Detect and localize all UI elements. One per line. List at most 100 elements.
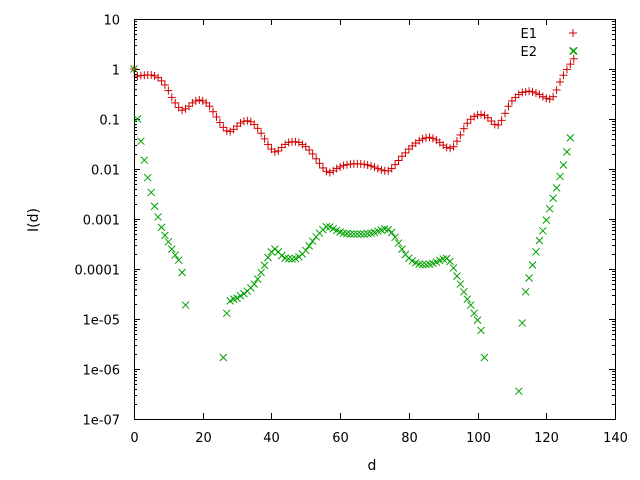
- e2-point: [157, 223, 166, 232]
- marker-stroke: [174, 256, 183, 265]
- e1-point: [212, 112, 221, 121]
- e2-point: [535, 236, 544, 245]
- e1-point: [209, 107, 218, 116]
- e2-point: [532, 248, 540, 256]
- y-tick-label: 10: [103, 14, 120, 29]
- marker-stroke: [150, 202, 159, 211]
- e2-point: [174, 256, 183, 265]
- e2-point: [147, 188, 156, 197]
- e1-point: [422, 133, 431, 142]
- e1-point: [387, 164, 396, 173]
- e1-point: [171, 98, 180, 107]
- marker-stroke: [521, 287, 530, 296]
- e2-point: [456, 280, 465, 288]
- marker-stroke: [518, 319, 527, 327]
- e1-point: [301, 142, 310, 151]
- marker-stroke: [343, 229, 351, 238]
- marker-stroke: [538, 226, 547, 235]
- e2-point: [161, 231, 169, 240]
- x-tick-label: 60: [332, 431, 349, 446]
- marker-stroke: [525, 274, 533, 282]
- e2-point: [133, 115, 142, 123]
- e1-point: [504, 102, 513, 111]
- e1-point: [191, 96, 200, 105]
- y-tick-label: 1e-07: [82, 414, 120, 429]
- e2-point: [264, 253, 272, 262]
- marker-stroke: [356, 230, 365, 238]
- e2-point: [284, 254, 293, 263]
- marker-stroke: [308, 237, 317, 246]
- legend-label-e2: E2: [521, 45, 538, 60]
- marker-stroke: [556, 172, 564, 181]
- e1-point: [274, 146, 283, 155]
- marker-stroke: [456, 280, 465, 288]
- marker-stroke: [401, 250, 410, 259]
- marker-stroke: [346, 230, 355, 238]
- marker-stroke: [167, 245, 176, 253]
- marker-stroke: [253, 275, 262, 283]
- e1-point: [150, 71, 159, 80]
- e2-point: [477, 326, 485, 335]
- e2-point: [253, 275, 262, 283]
- e2-point: [353, 230, 362, 238]
- e2-point: [150, 202, 159, 211]
- e2-point: [250, 280, 259, 288]
- marker-stroke: [322, 222, 331, 231]
- e2-point: [356, 230, 365, 238]
- e1-point: [521, 87, 530, 96]
- e2-point: [552, 183, 561, 192]
- x-tick-label: 20: [195, 431, 212, 446]
- e1-point: [229, 125, 238, 134]
- marker-stroke: [133, 115, 142, 123]
- marker-stroke: [559, 161, 568, 169]
- e2-point: [322, 222, 331, 231]
- e1-point: [401, 148, 410, 157]
- e1-point: [549, 92, 558, 101]
- e2-point: [449, 264, 458, 272]
- e1-point: [260, 134, 269, 143]
- marker-stroke: [466, 301, 475, 309]
- e2-point: [178, 268, 186, 277]
- e1-point: [157, 76, 166, 85]
- marker-stroke: [281, 254, 290, 262]
- e2-point: [514, 387, 523, 396]
- series-layer: [130, 47, 578, 396]
- e1-point: [459, 124, 468, 133]
- marker-stroke: [449, 264, 458, 272]
- e1-point: [525, 87, 534, 96]
- marker-stroke: [233, 294, 241, 303]
- marker-stroke: [387, 228, 396, 237]
- e2-point: [277, 251, 286, 260]
- e1-point: [195, 95, 204, 104]
- e2-point: [398, 245, 406, 253]
- e2-point: [384, 225, 393, 234]
- e1-point: [490, 120, 499, 129]
- marker-stroke: [411, 258, 420, 267]
- e2-point: [257, 268, 265, 277]
- e1-point: [257, 129, 266, 138]
- marker-stroke: [415, 260, 424, 269]
- marker-stroke: [336, 228, 344, 236]
- e1-point: [184, 102, 193, 111]
- e1-point: [449, 142, 458, 151]
- marker-stroke: [332, 226, 341, 235]
- e1-point: [397, 152, 406, 161]
- e1-point: [308, 149, 317, 158]
- e1-point: [322, 167, 331, 176]
- marker-stroke: [394, 239, 403, 247]
- marker-stroke: [339, 229, 348, 238]
- marker-stroke: [257, 268, 265, 277]
- marker-stroke: [222, 309, 231, 318]
- marker-stroke: [528, 261, 537, 269]
- e1-point: [205, 102, 214, 111]
- y-tick-label: 1e-06: [82, 364, 120, 379]
- e1-point: [531, 89, 540, 98]
- marker-stroke: [260, 261, 269, 270]
- x-tick-label: 100: [466, 431, 491, 446]
- e2-point: [233, 294, 241, 303]
- e2-point: [459, 287, 468, 296]
- e1-point: [133, 72, 142, 81]
- e2-point: [446, 257, 454, 266]
- e2-point: [545, 204, 554, 213]
